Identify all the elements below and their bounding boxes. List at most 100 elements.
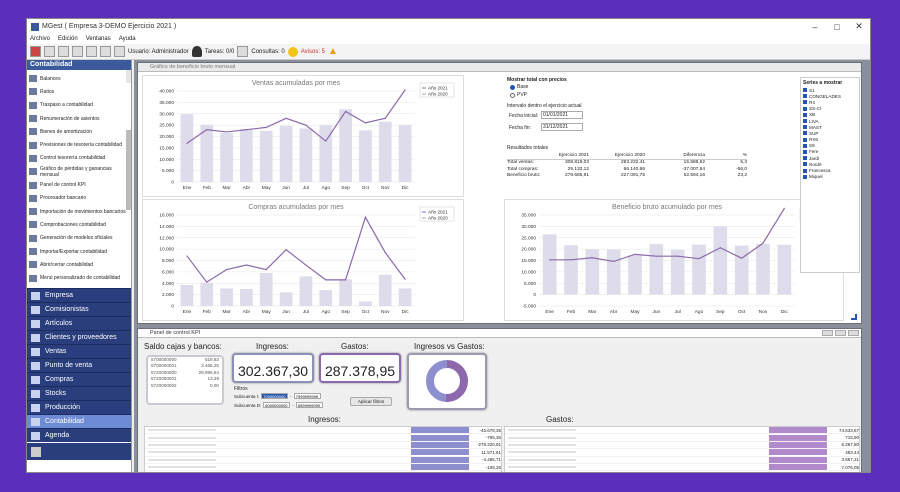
- grid-icon[interactable]: [44, 46, 55, 57]
- tree-item[interactable]: Abrir/cerrar contabilidad: [29, 258, 129, 271]
- series-checkbox[interactable]: Jardí: [803, 155, 857, 161]
- tasks-icon[interactable]: [237, 46, 249, 57]
- user-icon[interactable]: [191, 46, 202, 57]
- list-item[interactable]: 715,90: [505, 434, 859, 442]
- module-empresa[interactable]: Empresa: [27, 288, 131, 302]
- list-item[interactable]: -105,25: [145, 464, 501, 472]
- module-clientes-y-proveedores[interactable]: Clientes y proveedores: [27, 330, 131, 344]
- list-item[interactable]: 74.633,67: [505, 427, 859, 435]
- radio-pvp[interactable]: PVP: [510, 92, 527, 98]
- kpi-maximize-button[interactable]: [835, 330, 846, 336]
- list-item[interactable]: -46.678,35: [145, 427, 501, 435]
- module-punto-de-venta[interactable]: Punto de venta: [27, 358, 131, 372]
- series-checkbox[interactable]: S9: [803, 143, 857, 149]
- tree-item[interactable]: Control tesorería contabilidad: [29, 152, 129, 165]
- warning-icon[interactable]: ▲: [327, 46, 338, 57]
- tree-item[interactable]: Previsiones de tesorería contabilidad: [29, 138, 129, 151]
- tree-item[interactable]: Comprobaciones contabilidad: [29, 218, 129, 231]
- chart-icon[interactable]: [100, 46, 111, 57]
- resize-grip-icon[interactable]: [851, 314, 857, 320]
- tree-scrollbar[interactable]: [126, 70, 131, 210]
- series-checkbox[interactable]: SS-CI: [803, 106, 857, 112]
- report-icon[interactable]: [31, 446, 41, 457]
- list-item[interactable]: 483,44: [505, 449, 859, 457]
- module-compras[interactable]: Compras: [27, 372, 131, 386]
- series-checkbox[interactable]: S1: [803, 87, 857, 93]
- maximize-button[interactable]: □: [834, 21, 840, 32]
- list-item[interactable]: 7.076,05: [505, 464, 859, 472]
- alerts-label[interactable]: Avisos: 5: [300, 48, 325, 55]
- apply-filters-button[interactable]: Aplicar filtros: [350, 397, 392, 406]
- menu-archivo[interactable]: Archivo: [30, 36, 51, 42]
- subcuenta-i-to[interactable]: [293, 393, 321, 399]
- close-button[interactable]: ✕: [855, 21, 863, 31]
- tree-item[interactable]: Importación de movimientos bancarios: [29, 205, 129, 218]
- series-checkbox[interactable]: SUP: [803, 130, 857, 136]
- checkbox-icon: [803, 112, 807, 117]
- series-checkbox[interactable]: R4: [803, 99, 857, 105]
- kpi-close-button[interactable]: [848, 330, 859, 336]
- module-stocks[interactable]: Stocks: [27, 386, 131, 400]
- module-art-culos[interactable]: Artículos: [27, 316, 131, 330]
- tiles-icon[interactable]: [86, 46, 97, 57]
- tree-item[interactable]: Renumeración de asientos: [29, 112, 129, 125]
- subcuenta-d-from[interactable]: [263, 402, 291, 408]
- home-icon[interactable]: [30, 46, 41, 57]
- series-checkbox[interactable]: Nordé: [803, 161, 857, 167]
- mail-icon[interactable]: [114, 46, 125, 57]
- minimize-button[interactable]: –: [812, 21, 818, 32]
- kpi-minimize-button[interactable]: [822, 330, 833, 336]
- list-item[interactable]: 3.667,21: [505, 456, 859, 464]
- calendar-icon[interactable]: [58, 46, 69, 57]
- series-checkbox[interactable]: CONGELADES: [803, 93, 857, 99]
- menu-ventanas[interactable]: Ventanas: [85, 36, 111, 42]
- list-item[interactable]: -795,36: [145, 434, 501, 442]
- tree-item[interactable]: Balances: [29, 72, 129, 85]
- radio-base[interactable]: Base: [510, 84, 528, 90]
- series-checkbox[interactable]: RX6: [803, 137, 857, 143]
- account-code: 5700000000: [151, 357, 177, 362]
- tree-item[interactable]: Menú personalizado de contabilidad: [29, 271, 129, 284]
- account-row[interactable]: 5720000002 0,00: [148, 383, 222, 389]
- subcuenta-d-to[interactable]: [295, 402, 323, 408]
- end-date-field[interactable]: 31/12/2021: [541, 123, 583, 131]
- tasks-label[interactable]: Tareas: 0/0: [204, 48, 235, 55]
- queries-label[interactable]: Consultas: 0: [251, 48, 285, 55]
- tree-item[interactable]: Gráfico de pérdidas y ganancias mensual: [29, 165, 129, 178]
- series-checkbox[interactable]: Fere: [803, 149, 857, 155]
- list-icon[interactable]: [72, 46, 83, 57]
- account-name: [508, 451, 576, 454]
- series-checkbox[interactable]: Francesca: [803, 167, 857, 173]
- module-comisionistas[interactable]: Comisionistas: [27, 302, 131, 316]
- menu-edicion[interactable]: Edición: [58, 36, 78, 42]
- series-checkbox[interactable]: XB: [803, 112, 857, 118]
- subcuenta-i-from[interactable]: [261, 393, 289, 399]
- queries-icon[interactable]: [287, 46, 298, 57]
- series-checkbox[interactable]: LIVA: [803, 118, 857, 124]
- tree-item[interactable]: Traspaso a contabilidad: [29, 99, 129, 112]
- account-row[interactable]: 5720000001 13,39: [148, 376, 222, 382]
- account-row[interactable]: 5720000000 29.896,84: [148, 370, 222, 376]
- subcuenta-d-label: Subcuenta D:: [234, 402, 262, 408]
- list-item[interactable]: -4.485,71: [145, 456, 501, 464]
- tree-item[interactable]: Generación de modelos oficiales: [29, 232, 129, 245]
- tree-item[interactable]: Ratios: [29, 85, 129, 98]
- list-item[interactable]: -278.220,91: [145, 441, 501, 450]
- module-ventas[interactable]: Ventas: [27, 344, 131, 358]
- line-point: [206, 129, 208, 131]
- account-row[interactable]: 5700000001 3.466,25: [148, 363, 222, 369]
- menu-ayuda[interactable]: Ayuda: [118, 36, 136, 42]
- series-checkbox[interactable]: Miquel: [803, 174, 857, 180]
- series-checkbox[interactable]: MAST: [803, 124, 857, 130]
- tree-item[interactable]: Bienes de amortización: [29, 125, 129, 138]
- list-item[interactable]: 11.571,61: [145, 449, 501, 457]
- module-agenda[interactable]: Agenda: [27, 428, 131, 442]
- module-producci-n[interactable]: Producción: [27, 400, 131, 414]
- tree-item[interactable]: Panel de control KPI: [29, 178, 129, 191]
- list-item[interactable]: 6.267,80: [505, 441, 859, 450]
- account-row[interactable]: 5700000000 518,83: [148, 357, 222, 363]
- module-contabilidad[interactable]: Contabilidad: [27, 414, 131, 428]
- tree-item[interactable]: Importar/Exportar contabilidad: [29, 245, 129, 258]
- tree-item[interactable]: Procesador bancario: [29, 192, 129, 205]
- start-date-field[interactable]: 01/01/2021: [541, 111, 583, 119]
